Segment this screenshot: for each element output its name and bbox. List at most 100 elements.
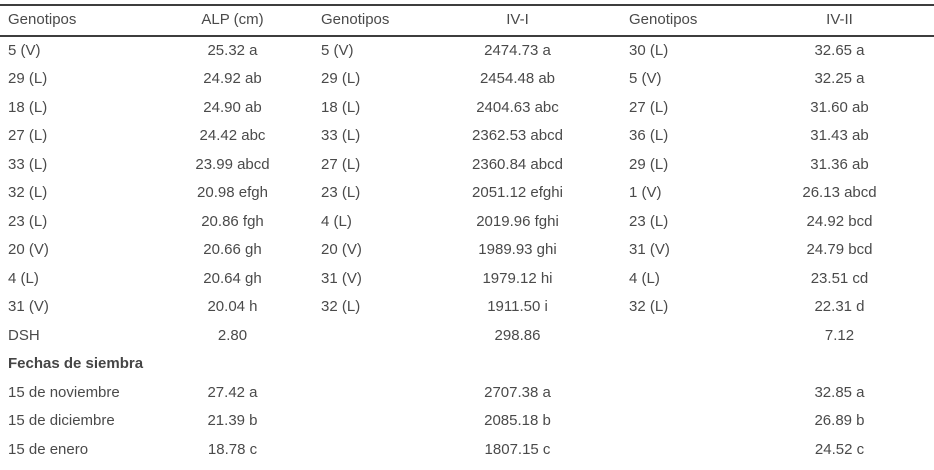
section-row: Fechas de siembra [0,350,934,379]
value-cell: 32.65 a [814,41,865,59]
genotype-label-cell [315,350,430,379]
genotype-label-cell: 18 (L) [8,98,48,116]
value-cell: 20.04 h [207,298,258,315]
genotype-label-cell [605,322,745,351]
value-cell: 2019.96 fghi [476,212,559,230]
value-cell: 1807.15 c [484,440,551,458]
table-row: 32 (L) 20.98 efgh 23 (L) 2051.12 efghi 1 (V)… [0,179,934,208]
table-row: DSH 2.80 298.86 7.12 [0,322,934,351]
genotype-label-cell: 32 (L) [629,298,669,315]
value-cell: 298.86 [494,326,541,344]
value-cell: 24.90 ab [203,98,262,116]
genotype-label-cell: 5 (V) [8,41,41,59]
value-cell: 31.43 ab [810,127,869,144]
table-header: Genotipos ALP (cm) Genotipos IV-I Genoti… [0,5,934,36]
value-cell: 24.52 c [814,440,865,458]
value-cell: 2474.73 a [484,41,551,59]
value-cell [150,350,315,379]
genotype-label-cell: 4 (L) [629,269,660,287]
genotype-label-cell: 27 (L) [8,127,48,144]
genotype-label-cell: 33 (L) [321,127,361,144]
column-header-genotipos-1: Genotipos [8,11,77,28]
table-row: 33 (L) 23.99 abcd 27 (L) 2360.84 abcd 29 (L)… [0,151,934,180]
genotype-label-cell [605,436,745,465]
genotype-label-cell: 5 (V) [321,41,354,59]
column-header-iv-ii: IV-II [826,11,853,28]
genotype-label-cell [315,407,430,436]
genotype-label-cell: 27 (L) [321,155,361,173]
value-cell: 25.32 a [207,41,258,59]
genotype-label-cell: 15 de diciembre [8,412,115,429]
genotype-label-cell [315,436,430,465]
value-cell: 20.98 efgh [197,184,268,201]
genotype-label-cell [315,322,430,351]
genotype-label-cell: 5 (V) [629,70,662,87]
value-cell: 21.39 b [207,412,258,429]
value-cell: 27.42 a [207,383,258,401]
value-cell: 23.99 abcd [195,155,270,173]
value-cell: 2.80 [217,326,248,344]
value-cell: 22.31 d [814,298,865,315]
value-cell: 20.66 gh [203,241,262,258]
value-cell: 2404.63 abc [476,98,559,116]
table-row: 5 (V) 25.32 a 5 (V) 2474.73 a 30 (L) 32.65 a [0,36,934,66]
table-row: 23 (L) 20.86 fgh 4 (L) 2019.96 fghi 23 (L) 24… [0,208,934,237]
column-header-iv-i: IV-I [506,11,529,28]
value-cell: 26.89 b [814,412,865,429]
value-cell: 32.25 a [814,70,865,87]
value-cell [430,350,605,379]
value-cell: 2454.48 ab [479,70,556,87]
table-row: DSH0.48 52.10 1.24 [0,464,934,470]
genotype-label-cell [315,464,430,470]
genotype-label-cell: 30 (L) [629,41,669,59]
genotype-label-cell: 36 (L) [629,127,669,144]
genotype-label-cell: 27 (L) [629,98,669,116]
genotype-label-cell: 23 (L) [8,212,48,230]
column-header-genotipos-3: Genotipos [629,11,698,28]
value-cell: 52.10 [430,464,605,470]
table-row: 15 de noviembre 27.42 a 2707.38 a 32.85 a [0,379,934,408]
value-cell: 31.36 ab [810,155,869,173]
genotype-label-cell: 31 (V) [321,269,362,287]
value-cell: 1989.93 ghi [478,241,557,258]
value-cell: 7.12 [824,326,855,344]
table-row: 31 (V) 20.04 h 32 (L) 1911.50 i 32 (L) 22.31 … [0,293,934,322]
column-header-genotipos-2: Genotipos [321,11,390,28]
value-cell: 2085.18 b [484,412,551,429]
column-header-alp-cm: ALP (cm) [201,11,264,28]
table-row: 27 (L) 24.42 abc 33 (L) 2362.53 abcd 36 (L) 3… [0,122,934,151]
value-cell: 32.85 a [814,383,865,401]
genotype-label-cell: 33 (L) [8,155,48,173]
genotype-label-cell: 18 (L) [321,98,361,116]
genotype-label-cell: DSH [8,326,40,344]
genotype-label-cell: 29 (L) [8,70,48,87]
value-cell: 20.86 fgh [201,212,264,230]
value-cell: 24.92 ab [203,70,262,87]
value-cell: 1.24 [745,464,934,470]
genotype-label-cell: 23 (L) [629,212,669,230]
value-cell: 24.42 abc [199,127,266,144]
genotype-label-cell: 31 (V) [629,241,670,258]
value-cell: 26.13 abcd [802,184,877,201]
genotype-label-cell: 31 (V) [8,298,49,315]
value-cell: 24.92 bcd [806,212,873,230]
value-cell: 2707.38 a [484,383,551,401]
value-cell: 31.60 ab [810,98,869,116]
value-cell: 1911.50 i [487,298,548,315]
genotype-label-cell: 1 (V) [629,184,662,201]
genotype-label-cell: 32 (L) [321,298,361,315]
table-row: 15 de enero 18.78 c 1807.15 c 24.52 c [0,436,934,465]
value-cell: 20.64 gh [203,269,262,287]
genotype-label-cell [605,407,745,436]
value-cell: 2360.84 abcd [472,155,563,173]
genotype-label-cell [605,379,745,408]
genotype-label-cell: 4 (L) [8,269,39,287]
genotype-label-cell: 32 (L) [8,184,48,201]
genotype-label-cell [605,350,745,379]
value-cell: 0.48 [150,464,315,470]
genotype-label-cell [315,379,430,408]
table-row: 20 (V) 20.66 gh 20 (V) 1989.93 ghi 31 (V) 24.… [0,236,934,265]
value-cell [745,350,934,379]
table-row: 15 de diciembre 21.39 b 2085.18 b 26.89 b [0,407,934,436]
